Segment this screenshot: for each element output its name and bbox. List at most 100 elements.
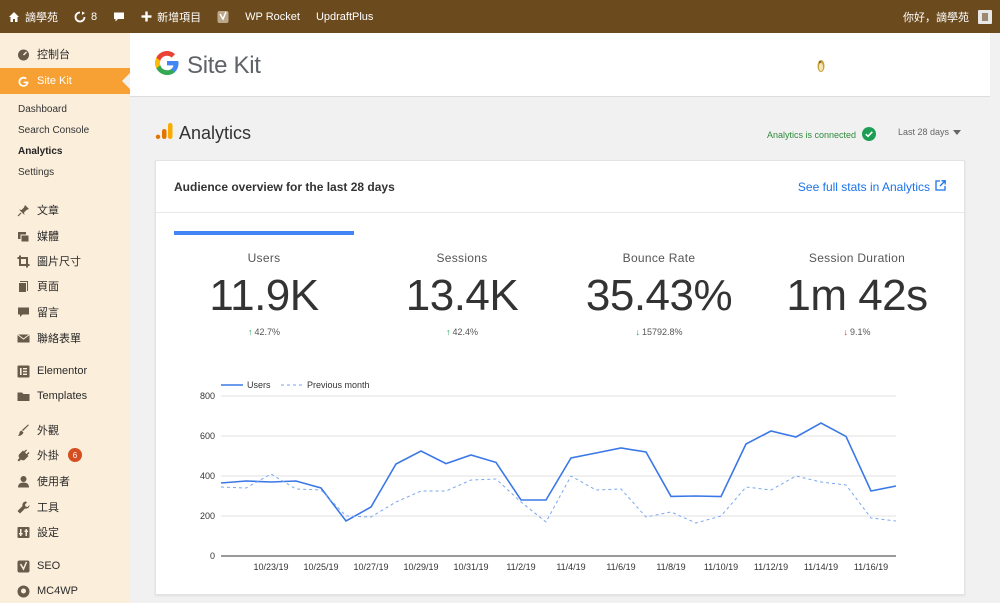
audience-line-chart: 0 200 400 600 800 10/23/19 10/25/19 10/27/19 10/… xyxy=(200,380,897,572)
submenu-dashboard[interactable]: Dashboard xyxy=(18,104,67,115)
metric-sessions[interactable]: Sessions 13.4K ↑ 42.4% xyxy=(363,251,561,337)
new-content-link[interactable]: 新增項目 xyxy=(133,0,209,33)
metric-change-value: 42.4% xyxy=(452,327,479,337)
plugins-update-badge: 6 xyxy=(68,448,82,462)
updates-icon xyxy=(74,11,86,23)
metric-label: Session Duration xyxy=(808,251,906,265)
sidebar-item-label: 聯絡表單 xyxy=(37,333,81,345)
submenu-search-console[interactable]: Search Console xyxy=(18,125,90,136)
metric-label: Sessions xyxy=(436,251,488,265)
full-stats-link[interactable]: See full stats in Analytics xyxy=(798,180,946,194)
sidebar-item-image-sizes[interactable]: 圖片尺寸 xyxy=(0,248,130,274)
sidebar-item-posts[interactable]: 文章 xyxy=(0,197,130,223)
metric-label: Bounce Rate xyxy=(622,251,696,265)
analytics-logo-icon xyxy=(155,122,173,145)
metric-session-duration[interactable]: Session Duration 1m 42s ↓ 9.1% xyxy=(758,251,956,337)
metric-users[interactable]: Users 11.9K ↑ 42.7% xyxy=(165,251,363,337)
metric-change: ↓ 15792.8% xyxy=(560,327,758,337)
site-kit-logo[interactable]: Site Kit xyxy=(155,51,261,80)
site-home-link[interactable]: 謫學苑 xyxy=(0,0,66,33)
date-range-value: Last 28 days xyxy=(898,127,950,137)
yoast-link[interactable] xyxy=(209,0,237,33)
comments-link[interactable] xyxy=(105,0,133,33)
admin-sidebar: 控制台 Site Kit Dashboard Search Console An… xyxy=(0,33,130,603)
caret-down-icon xyxy=(953,127,962,137)
metric-value: 13.4K xyxy=(405,271,519,320)
sidebar-item-users[interactable]: 使用者 xyxy=(0,468,130,494)
sidebar-item-label: 工具 xyxy=(37,502,59,514)
selected-metric-indicator xyxy=(174,231,354,235)
date-range-dropdown[interactable]: Last 28 days xyxy=(898,127,962,137)
google-g-icon xyxy=(17,75,30,88)
sidebar-item-elementor[interactable]: Elementor xyxy=(0,358,130,384)
site-kit-logo-text: Site Kit xyxy=(187,51,261,79)
x-tick-label: 11/10/19 xyxy=(704,562,738,572)
check-circle-icon xyxy=(862,127,877,143)
new-content-label: 新增項目 xyxy=(157,11,202,24)
crop-icon xyxy=(17,255,30,268)
full-stats-link-text: See full stats in Analytics xyxy=(797,180,930,194)
x-tick-label: 10/27/19 xyxy=(353,562,388,572)
updraftplus-link[interactable]: UpdraftPlus xyxy=(308,0,381,33)
x-tick-label: 10/29/19 xyxy=(403,562,438,572)
submenu-analytics[interactable]: Analytics xyxy=(18,146,63,157)
yoast-icon xyxy=(17,560,30,573)
avatar xyxy=(978,9,992,24)
settings-icon xyxy=(17,526,30,539)
sidebar-item-pages[interactable]: 頁面 xyxy=(0,273,130,299)
site-name: 謫學苑 xyxy=(25,11,58,24)
sidebar-item-label: Elementor xyxy=(37,365,88,377)
connection-status: Analytics is connected xyxy=(767,127,877,143)
x-tick-label: 11/8/19 xyxy=(656,562,685,572)
sidebar-item-label: 頁面 xyxy=(37,281,59,293)
sidebar-item-templates[interactable]: Templates xyxy=(0,383,130,409)
site-kit-header: Site Kit xyxy=(130,33,990,97)
sidebar-item-contact-forms[interactable]: 聯絡表單 xyxy=(0,325,130,351)
wp-rocket-link[interactable]: WP Rocket xyxy=(237,0,308,33)
folder-icon xyxy=(17,390,30,403)
sidebar-item-settings[interactable]: 設定 xyxy=(0,519,130,545)
comment-icon xyxy=(113,11,125,23)
sidebar-item-media[interactable]: 媒體 xyxy=(0,223,130,249)
wp-rocket-label: WP Rocket xyxy=(245,10,300,23)
metric-bounce-rate[interactable]: Bounce Rate 35.43% ↓ 15792.8% xyxy=(560,251,758,337)
sidebar-item-site-kit[interactable]: Site Kit xyxy=(0,68,130,94)
plugin-icon xyxy=(17,449,30,462)
external-link-icon xyxy=(935,180,946,194)
sidebar-item-plugins[interactable]: 外掛 6 xyxy=(0,442,130,468)
mail-icon xyxy=(17,332,30,345)
module-title-text: Analytics xyxy=(179,123,252,143)
updates-link[interactable]: 8 xyxy=(66,0,105,33)
sidebar-item-label: Templates xyxy=(37,390,88,402)
metric-value: 35.43% xyxy=(585,271,733,320)
sidebar-item-label: 設定 xyxy=(37,527,59,539)
metric-change: ↑ 42.7% xyxy=(165,327,363,337)
sidebar-item-appearance[interactable]: 外觀 xyxy=(0,417,130,443)
x-tick-label: 11/4/19 xyxy=(556,562,585,572)
sidebar-item-comments[interactable]: 留言 xyxy=(0,299,130,325)
series-line-previous-month xyxy=(220,473,897,524)
elementor-icon xyxy=(17,365,30,378)
plus-icon xyxy=(141,11,152,22)
submenu-settings[interactable]: Settings xyxy=(18,167,55,178)
mc4wp-icon xyxy=(17,585,30,598)
x-tick-label: 10/23/19 xyxy=(253,562,288,572)
card-title: Audience overview for the last 28 days xyxy=(174,180,395,194)
x-tick-label: 11/16/19 xyxy=(854,562,888,572)
y-tick-label: 600 xyxy=(200,431,215,441)
brush-icon xyxy=(17,424,30,437)
mascot-icon xyxy=(816,57,826,78)
metric-label: Users xyxy=(247,251,281,265)
comment-icon xyxy=(17,306,30,319)
arrow-up-icon: ↑ xyxy=(247,327,253,337)
legend-label: Previous month xyxy=(307,380,370,390)
sidebar-item-dashboard[interactable]: 控制台 xyxy=(0,41,130,67)
sidebar-item-label: 媒體 xyxy=(37,231,59,243)
metric-change-value: 15792.8% xyxy=(641,327,683,337)
metric-change-value: 42.7% xyxy=(254,327,281,337)
sidebar-item-seo[interactable]: SEO xyxy=(0,553,130,579)
my-account-link[interactable]: 你好，謫學苑 xyxy=(895,0,1000,33)
sidebar-item-label: Site Kit xyxy=(37,75,72,87)
sidebar-item-mc4wp[interactable]: MC4WP xyxy=(0,578,130,603)
sidebar-item-tools[interactable]: 工具 xyxy=(0,494,130,520)
